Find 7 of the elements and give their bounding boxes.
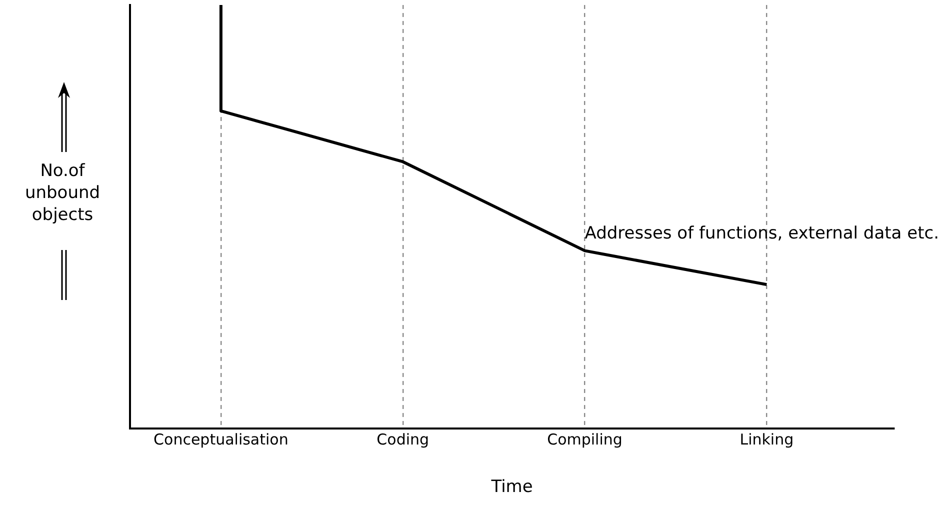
x-tick-label: Linking: [740, 430, 794, 448]
annotation: Addresses of functions, external data etc.: [584, 224, 940, 244]
x-tick-label: Conceptualisation: [154, 430, 288, 448]
x-tick-label: Coding: [376, 430, 430, 448]
x-tick-label: Compiling: [547, 430, 622, 448]
x-axis-title: Time: [490, 477, 533, 498]
y-axis-title: No.of unbound objects: [24, 160, 102, 226]
